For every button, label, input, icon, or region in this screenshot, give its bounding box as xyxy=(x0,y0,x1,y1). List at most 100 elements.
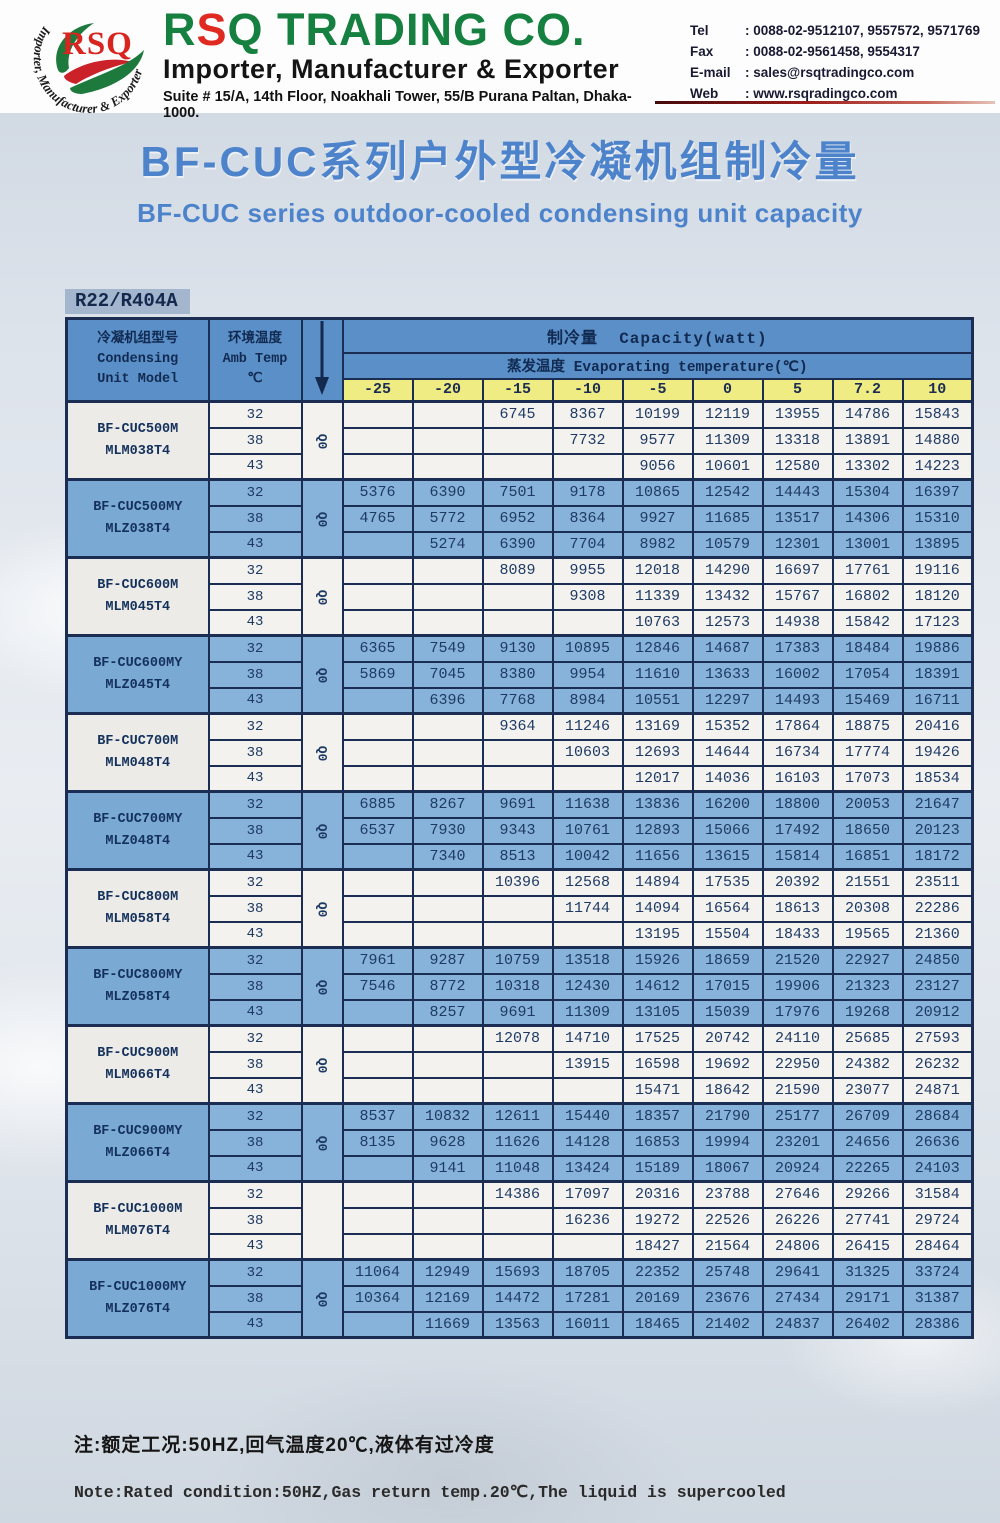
capacity-cell: 24103 xyxy=(901,1154,974,1183)
capacity-cell xyxy=(341,1232,414,1261)
capacity-cell xyxy=(341,1180,414,1209)
table-row: 43 12017 14036 16103 17073 18534 xyxy=(67,764,974,793)
model-cell: BF-CUC1000MY MLZ076T4 xyxy=(65,1258,210,1339)
capacity-cell: 24656 xyxy=(831,1128,904,1157)
capacity-cell: 13195 xyxy=(621,920,694,949)
capacity-cell: 11064 xyxy=(341,1258,414,1287)
capacity-cell: 13895 xyxy=(901,530,974,559)
capacity-cell: 13915 xyxy=(551,1050,624,1079)
capacity-cell: 9141 xyxy=(411,1154,484,1183)
table-row: 43 15471 18642 21590 23077 24871 xyxy=(67,1076,974,1105)
capacity-cell xyxy=(341,452,414,481)
capacity-header: 制冷量 Capacity(watt) xyxy=(341,317,974,354)
capacity-cell: 9178 xyxy=(551,478,624,507)
amb-temp-cell: 43 xyxy=(207,452,303,481)
capacity-cell: 20308 xyxy=(831,894,904,923)
model-line1: BF-CUC900MY xyxy=(93,1123,183,1139)
capacity-cell: 14493 xyxy=(761,686,834,715)
capacity-cell: 11685 xyxy=(691,504,764,533)
capacity-cell: 12297 xyxy=(691,686,764,715)
capacity-cell: 17097 xyxy=(551,1180,624,1209)
table-row: 38 5869 7045 8380 9954 11610 13633 16002 17054 18… xyxy=(67,660,974,689)
capacity-cell: 16711 xyxy=(901,686,974,715)
capacity-cell: 18357 xyxy=(621,1102,694,1131)
title-english: BF-CUC series outdoor-cooled condensing … xyxy=(137,198,863,228)
capacity-cell xyxy=(551,608,624,637)
capacity-cell: 13518 xyxy=(551,946,624,975)
table-row: 43 6396 7768 8984 10551 12297 14493 15469 16711 xyxy=(67,686,974,715)
capacity-cell: 10396 xyxy=(481,868,554,897)
model-line1: BF-CUC1000M xyxy=(93,1201,183,1217)
capacity-header-en: Capacity(watt) xyxy=(619,329,768,348)
capacity-cell: 29171 xyxy=(831,1284,904,1313)
capacity-cell: 28386 xyxy=(901,1310,974,1339)
capacity-cell: 23127 xyxy=(901,972,974,1001)
amb-temp-cell: 32 xyxy=(207,790,303,819)
capacity-cell: 10042 xyxy=(551,842,624,871)
capacity-cell xyxy=(341,738,414,767)
capacity-cell: 21564 xyxy=(691,1232,764,1261)
company-name: RSQ TRADING CO. xyxy=(163,7,663,53)
capacity-cell: 5376 xyxy=(341,478,414,507)
note-english: Note:Rated condition:50HZ,Gas return tem… xyxy=(74,1483,786,1502)
col-header-model: 冷凝机组型号 Condensing Unit Model xyxy=(65,317,210,403)
capacity-cell: 12693 xyxy=(621,738,694,767)
capacity-cell: 11638 xyxy=(551,790,624,819)
capacity-cell xyxy=(341,1310,414,1339)
capacity-cell: 7704 xyxy=(551,530,624,559)
capacity-cell: 33724 xyxy=(901,1258,974,1287)
contact-row-web: Web : www.rsqradingco.com xyxy=(690,84,980,105)
contact-row-email: E-mail : sales@rsqtradingco.com xyxy=(690,63,980,84)
capacity-cell: 22286 xyxy=(901,894,974,923)
capacity-cell: 28464 xyxy=(901,1232,974,1261)
capacity-cell: 11309 xyxy=(691,426,764,455)
capacity-cell: 12846 xyxy=(621,634,694,663)
table-row: BF-CUC900M MLM066T4 32 Q0 12078 14710 17525 207… xyxy=(65,1024,974,1105)
capacity-cell xyxy=(411,738,484,767)
capacity-cell: 6885 xyxy=(341,790,414,819)
amb-temp-cell: 43 xyxy=(207,764,303,793)
capacity-cell: 14128 xyxy=(551,1128,624,1157)
capacity-cell: 11309 xyxy=(551,998,624,1027)
model-line1: BF-CUC900M xyxy=(97,1045,179,1061)
contact-block: Tel : 0088-02-9512107, 9557572, 9571769 … xyxy=(690,21,980,105)
capacity-cell: 21790 xyxy=(691,1102,764,1131)
capacity-cell: 25748 xyxy=(691,1258,764,1287)
company-tagline: Importer, Manufacturer & Exporter xyxy=(163,53,620,84)
capacity-cell: 16851 xyxy=(831,842,904,871)
model-cell: BF-CUC900MY MLZ066T4 xyxy=(65,1102,210,1183)
capacity-cell: 18172 xyxy=(901,842,974,871)
capacity-cell: 14094 xyxy=(621,894,694,923)
capacity-cell: 12542 xyxy=(691,478,764,507)
capacity-cell: 12078 xyxy=(481,1024,554,1053)
model-line2: MLM045T4 xyxy=(105,599,171,615)
q-cell: Q0 xyxy=(300,1258,344,1339)
q-label: Q0 xyxy=(314,1135,330,1151)
table-row: 38 7732 9577 11309 13318 13891 14880 xyxy=(67,426,974,455)
capacity-cell: 11048 xyxy=(481,1154,554,1183)
capacity-cell: 10199 xyxy=(621,400,694,429)
table-row: 38 4765 5772 6952 8364 9927 11685 13517 14306 153… xyxy=(67,504,974,533)
capacity-cell xyxy=(481,1076,554,1105)
capacity-cell: 8772 xyxy=(411,972,484,1001)
letterhead: Importer, Manufacturer & Exporter RSQ RS… xyxy=(0,0,1000,121)
model-line2: MLZ038T4 xyxy=(105,521,171,537)
capacity-cell: 10832 xyxy=(411,1102,484,1131)
amb-temp-cell: 38 xyxy=(207,738,303,767)
capacity-cell: 5772 xyxy=(411,504,484,533)
capacity-cell: 22927 xyxy=(831,946,904,975)
capacity-cell: 23077 xyxy=(831,1076,904,1105)
q-label: Q0 xyxy=(314,901,330,917)
model-line1: BF-CUC800MY xyxy=(93,967,183,983)
temp-header-cell: 5 xyxy=(761,377,834,403)
q-cell: Q0 xyxy=(300,790,344,871)
capacity-cell xyxy=(481,920,554,949)
capacity-cell: 6396 xyxy=(411,686,484,715)
capacity-cell xyxy=(341,686,414,715)
capacity-cell: 8135 xyxy=(341,1128,414,1157)
capacity-cell: 9577 xyxy=(621,426,694,455)
temp-header-cell: -25 xyxy=(341,377,414,403)
amb-temp-cell: 38 xyxy=(207,1284,303,1313)
capacity-cell: 9308 xyxy=(551,582,624,611)
